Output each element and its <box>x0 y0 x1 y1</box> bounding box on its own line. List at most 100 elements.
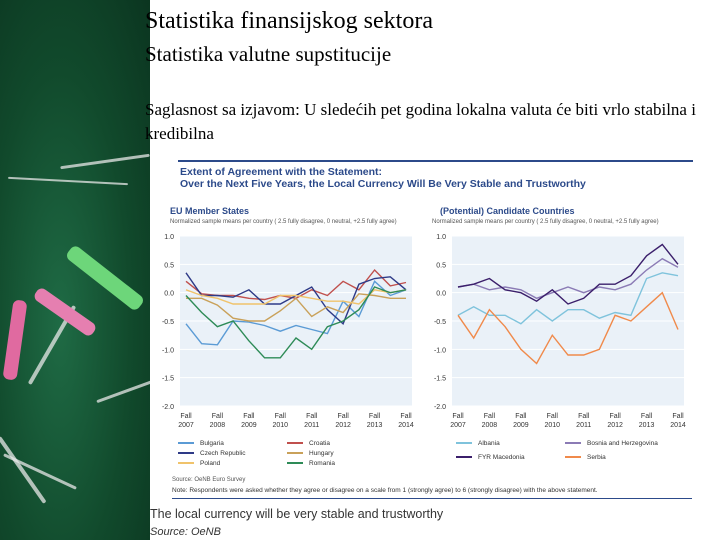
x-tick-label: Fall <box>212 413 224 420</box>
slide-title: Statistika finansijskog sektora <box>145 8 433 34</box>
series-line-bosnia-and-herzegovina <box>457 257 679 300</box>
figure-caption: The local currency will be very stable a… <box>150 507 444 521</box>
x-tick-label: Fall <box>672 413 684 420</box>
x-tick-label: Fall <box>515 413 527 420</box>
series-line-romania <box>185 286 407 359</box>
legend-label: Czech Republic <box>200 450 246 457</box>
legend-swatch <box>456 456 472 459</box>
y-tick-label: 1.0 <box>164 234 174 241</box>
legend-swatch <box>287 452 303 455</box>
chalkboard-decoration <box>0 0 150 540</box>
x-tick-label: Fall <box>275 413 287 420</box>
figure-title-line1: Extent of Agreement with the Statement: <box>180 166 383 178</box>
left-chart: 1.0 0.5 0.0 -0.5 -1.0 -1.5 -2.0 Fall 2007 Fall 200… <box>162 234 414 429</box>
x-tick-label: Fall <box>578 413 590 420</box>
x-tick-label: 2007 <box>178 422 194 429</box>
legend-bulgaria: Bulgaria <box>178 440 224 447</box>
y-tick-label: -0.5 <box>434 319 446 326</box>
figure-source-small: Source: OeNB Euro Survey <box>172 477 246 483</box>
chalkboard-background <box>0 0 150 540</box>
y-tick-label: -0.5 <box>162 319 174 326</box>
x-tick-label: 2011 <box>576 422 591 429</box>
x-tick-label: Fall <box>400 413 412 420</box>
x-tick-label: 2007 <box>450 422 466 429</box>
legend-czech: Czech Republic <box>178 450 246 457</box>
legend-hungary: Hungary <box>287 450 334 457</box>
series-line-serbia <box>457 291 679 365</box>
legend-swatch <box>287 462 303 465</box>
y-tick-label: -1.0 <box>162 347 174 354</box>
legend-label: Albania <box>478 440 500 447</box>
x-tick-label: Fall <box>338 413 350 420</box>
legend-label: Serbia <box>587 454 606 461</box>
y-tick-label: -2.0 <box>162 404 174 411</box>
x-tick-label: Fall <box>547 413 559 420</box>
legend-croatia: Croatia <box>287 440 330 447</box>
legend-swatch <box>565 442 581 445</box>
legend-swatch <box>287 442 303 445</box>
y-tick-label: -1.5 <box>434 376 446 383</box>
left-panel-title: EU Member States <box>170 206 250 216</box>
right-panel-title: (Potential) Candidate Countries <box>440 206 575 216</box>
x-tick-label: 2010 <box>272 422 288 429</box>
x-tick-label: 2013 <box>367 422 383 429</box>
figure: Extent of Agreement with the Statement: … <box>150 160 695 540</box>
legend-label: Bosnia and Herzegovina <box>587 440 658 447</box>
figure-top-rule <box>178 160 693 162</box>
legend-label: Romania <box>309 460 336 467</box>
x-tick-label: Fall <box>369 413 381 420</box>
legend-swatch <box>178 442 194 445</box>
legend-albania: Albania <box>456 440 500 447</box>
x-tick-label: Fall <box>641 413 653 420</box>
legend-swatch <box>456 442 472 445</box>
legend-bosnia: Bosnia and Herzegovina <box>565 440 658 447</box>
x-tick-label: Fall <box>180 413 192 420</box>
figure-note: Note: Respondents were asked whether the… <box>172 487 598 494</box>
x-tick-label: Fall <box>484 413 496 420</box>
legend-serbia: Serbia <box>565 454 606 461</box>
x-tick-label: 2008 <box>210 422 226 429</box>
y-tick-label: -1.5 <box>162 376 174 383</box>
x-tick-label: 2012 <box>335 422 351 429</box>
legend-fyr-macedonia: FYR Macedonia <box>456 454 525 461</box>
y-tick-label: 0.5 <box>164 262 174 269</box>
y-tick-label: 0.5 <box>436 262 446 269</box>
x-tick-label: 2011 <box>304 422 319 429</box>
x-tick-label: Fall <box>243 413 255 420</box>
x-tick-label: 2014 <box>670 422 686 429</box>
x-tick-label: 2014 <box>398 422 414 429</box>
legend-label: Poland <box>200 460 221 467</box>
legend-romania: Romania <box>287 460 335 467</box>
x-tick-label: 2009 <box>241 422 257 429</box>
y-tick-label: 1.0 <box>436 234 446 241</box>
slide-subtitle: Statistika valutne supstitucije <box>145 42 392 66</box>
y-tick-label: -1.0 <box>434 347 446 354</box>
y-tick-label: 0.0 <box>164 291 174 298</box>
right-chart: 1.0 0.5 0.0 -0.5 -1.0 -1.5 -2.0 Fall 2007 Fall 200… <box>434 234 686 429</box>
x-tick-label: 2012 <box>607 422 623 429</box>
legend-swatch <box>178 452 194 455</box>
y-tick-label: -2.0 <box>434 404 446 411</box>
x-tick-label: 2010 <box>544 422 560 429</box>
legend-swatch <box>178 462 194 465</box>
x-tick-label: Fall <box>452 413 464 420</box>
figure-title-line2: Over the Next Five Years, the Local Curr… <box>180 178 586 190</box>
x-tick-label: Fall <box>306 413 318 420</box>
left-panel-subtitle: Normalized sample means per country ( 2.… <box>170 219 397 225</box>
figure-bottom-rule <box>172 498 692 499</box>
slide-text: Saglasnost sa izjavom: U sledećih pet go… <box>145 100 696 143</box>
x-tick-label: 2013 <box>639 422 655 429</box>
legend-label: Hungary <box>309 450 334 457</box>
right-panel-subtitle: Normalized sample means per country ( 2.… <box>432 219 659 225</box>
x-tick-label: 2009 <box>513 422 529 429</box>
x-tick-label: Fall <box>610 413 622 420</box>
legend-swatch <box>565 456 581 459</box>
legend-label: Croatia <box>309 440 330 447</box>
x-tick-label: 2008 <box>482 422 498 429</box>
series-line-fyr-macedonia <box>457 243 679 305</box>
figure-source: Source: OeNB <box>150 526 221 538</box>
legend-poland: Poland <box>178 460 220 467</box>
legend-label: Bulgaria <box>200 440 224 447</box>
legend-label: FYR Macedonia <box>478 454 525 461</box>
y-tick-label: 0.0 <box>436 291 446 298</box>
